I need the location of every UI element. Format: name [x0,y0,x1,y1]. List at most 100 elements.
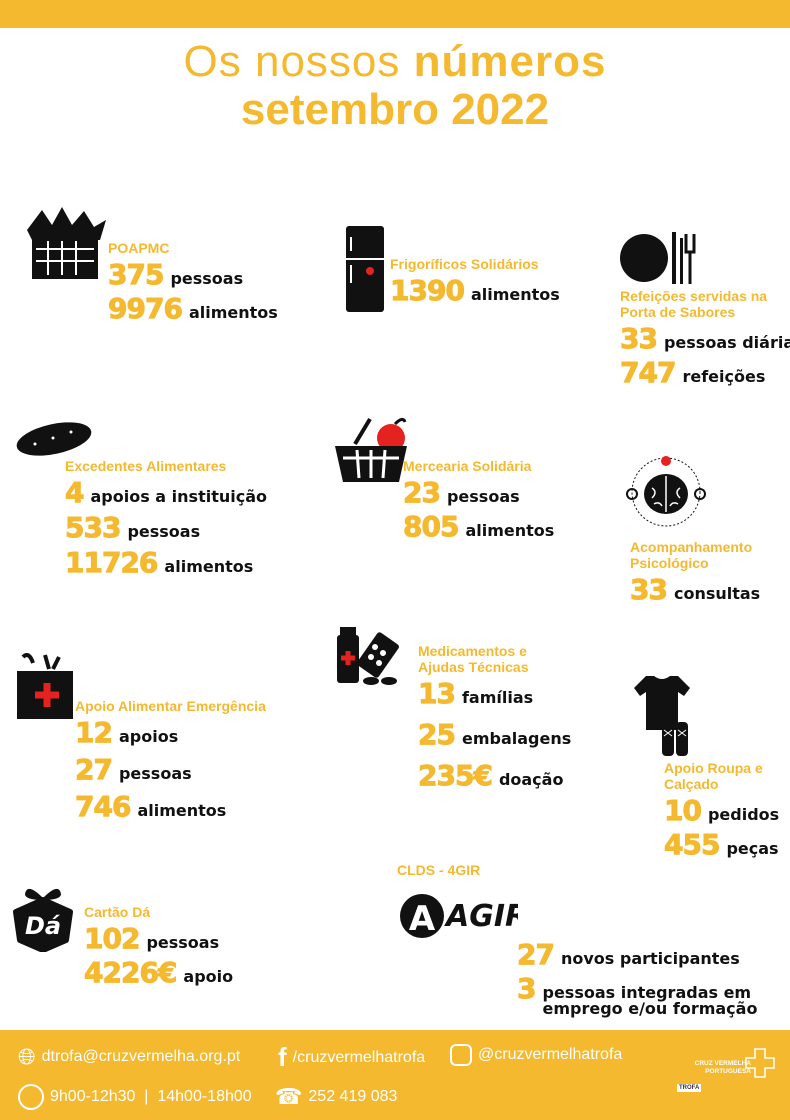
stat-text: embalagens [461,729,572,748]
medicine-icon [337,627,399,685]
phone-text[interactable]: 252 419 083 [308,1088,398,1105]
stat-text: apoio [183,967,234,986]
stat-text: pedidos [707,805,780,824]
stat-number: 25 [418,718,457,751]
phone-icon: ☎ [275,1084,303,1109]
stat-number: 13 [418,677,457,710]
hours-text: 9h00-12h30 | 14h00-18h00 [50,1088,252,1105]
stat-text: pessoas [127,522,201,541]
stat-row: 25 embalagens [418,718,572,754]
stat-label: Mercearia Solidária [403,458,532,474]
stat-number: 533 [64,511,121,544]
stat-text: pessoas [170,269,244,288]
clock-icon [18,1084,44,1110]
stat-text: pessoas [446,487,520,506]
stat-text: alimentos [137,801,227,820]
footer-phone[interactable]: ☎ 252 419 083 [275,1084,397,1110]
stat-block-medicamentos: Medicamentos e Ajudas Técnicas 13 famílias… [418,643,572,802]
stat-row: 13 famílias [418,677,571,713]
stat-number: 1390 [390,274,466,307]
stat-text: alimentos [164,557,254,576]
stat-row: 10 pedidos [664,794,780,830]
stat-row: 4226€ apoio [83,957,234,992]
stat-row: 3 pessoas integradas em emprego e/ou form… [516,973,758,1018]
stat-row: 533 pessoas [64,511,267,547]
stat-row: 11726 alimentos [64,546,267,582]
cross-icon [745,1048,775,1078]
stat-number: 235€ [418,759,494,792]
stat-number: 11726 [64,546,158,579]
footer: 🌐︎ dtrofa@cruzvermelha.org.pt f/cruzverme… [0,1030,790,1120]
stat-text: pessoas diárias [663,333,790,352]
stat-row: 747 refeições [619,356,790,392]
stat-row: 102 pessoas [83,922,233,958]
stat-label: Apoio Roupa e Calçado [664,760,763,792]
stat-text: alimentos [470,285,560,304]
stat-label: Acompanhamento Psicológico [630,539,753,571]
stat-row: 746 alimentos [74,790,266,826]
stat-text: pessoas [146,933,220,952]
stat-number: 455 [663,828,720,861]
instagram-text[interactable]: @cruzvermelhatrofa [478,1046,623,1063]
stat-number: 23 [403,476,442,509]
stat-block-psicologico: Acompanhamento Psicológico 33 consultas [630,539,761,609]
top-bar [0,0,790,28]
stat-label: Medicamentos e Ajudas Técnicas [418,643,529,675]
stat-block-frigorificos: Frigoríficos Solidários 1390 alimentos [390,256,560,310]
stat-number: 102 [83,922,140,955]
logo-branch: TROFA [677,1084,702,1092]
page-title: Os nossos números [0,38,790,86]
stat-number: 12 [75,716,114,749]
stat-block-excedentes: Excedentes Alimentares 4 apoios a institui… [64,458,267,583]
stat-block-poapmc: POAPMC 375 pessoas 9976 alimentos [107,240,278,328]
stat-text: pessoas [118,764,192,783]
stat-row: 33 consultas [630,573,761,609]
stat-text: alimentos [188,303,278,322]
stat-text: peças [726,839,779,858]
stat-text: consultas [673,584,761,603]
stat-row: 9976 alimentos [108,292,278,328]
globe-icon: 🌐︎ [18,1044,36,1069]
footer-facebook[interactable]: f/cruzvermelhatrofa [278,1042,425,1073]
stat-text: pessoas integradas em emprego e/ou forma… [542,983,758,1018]
stat-row: 33 pessoas diárias [620,322,790,358]
svg-text:Dá: Dá [25,912,61,940]
title-light: Os nossos [183,37,401,86]
stat-label: Cartão Dá [84,904,151,920]
footer-email[interactable]: 🌐︎ dtrofa@cruzvermelha.org.pt [18,1044,240,1070]
footer-instagram[interactable]: @cruzvermelhatrofa [450,1044,622,1066]
stat-label: Apoio Alimentar Emergência [75,698,266,714]
stat-block-refeicoes: Refeições servidas na Porta de Sabores 33… [619,288,790,392]
stat-text: novos participantes [560,949,740,968]
stat-label: Refeições servidas na Porta de Sabores [620,288,768,320]
stat-row: 805 alimentos [402,511,555,546]
logo-name: CRUZ VERMELHA PORTUGUESA [694,1060,751,1075]
agir-logo-text: AGIR [444,899,518,934]
stat-text: alimentos [465,521,555,540]
stat-number: 33 [620,322,659,355]
fridge-icon [346,226,384,312]
stat-number: 747 [619,356,676,389]
stat-block-clds: CLDS - 4GIR 27 novos participantes 3 pessoas… [397,862,757,1017]
agir-logo: AAGIR [398,886,528,942]
stat-row: 4 apoios a instituição [64,476,267,512]
email-text[interactable]: dtrofa@cruzvermelha.org.pt [41,1048,241,1065]
page-subtitle: setembro 2022 [240,85,550,134]
stat-number: 9976 [108,292,184,325]
stat-number: 10 [664,794,703,827]
stat-number: 746 [74,790,131,823]
stat-row: 455 peças [663,828,779,864]
instagram-icon [450,1044,472,1066]
plate-cutlery-icon [620,232,696,284]
gift-card-icon: Dá [13,888,73,952]
stat-label: POAPMC [108,240,170,256]
facebook-text[interactable]: /cruzvermelhatrofa [292,1048,426,1066]
vegetable-basket-icon [27,207,106,279]
stat-row: 375 pessoas [107,259,278,294]
emergency-food-bag-icon [17,653,73,719]
stat-number: 4 [64,476,85,509]
shirt-shoes-icon [634,676,690,756]
stat-number: 33 [630,573,669,606]
stat-row: 23 pessoas [403,476,554,512]
stat-label: Excedentes Alimentares [65,458,227,474]
